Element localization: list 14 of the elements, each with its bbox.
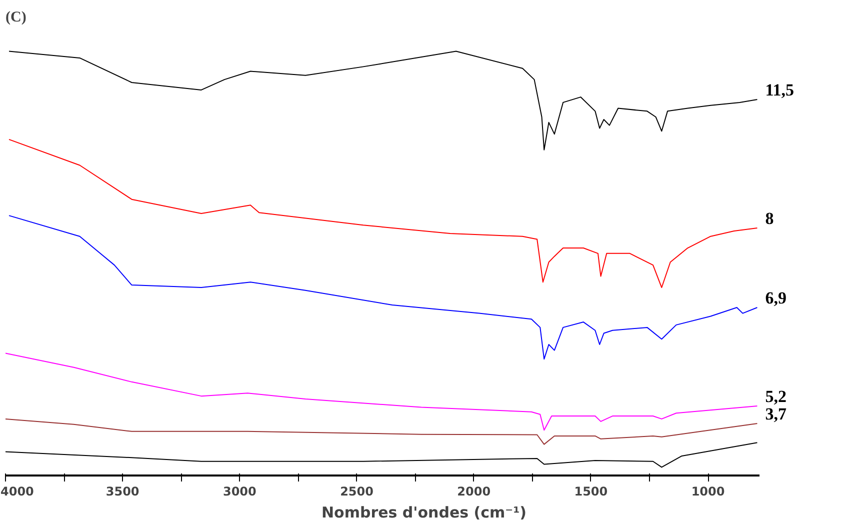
series-label: 8 — [765, 209, 774, 228]
chart-title: (C) — [6, 10, 26, 26]
x-tick-label: 4000 — [0, 484, 34, 498]
x-tick-label: 2000 — [457, 484, 491, 498]
x-tick-label: 3000 — [222, 484, 256, 498]
series-label: 6,9 — [765, 288, 786, 308]
series-label: 5,2 — [765, 387, 786, 406]
x-tick-label: 1500 — [574, 484, 608, 498]
x-tick-label: 1000 — [691, 484, 725, 498]
series-label: 11,5 — [765, 80, 794, 100]
x-axis-title: Nombres d'ondes (cm⁻¹) — [321, 504, 527, 522]
series-label: 3,7 — [765, 404, 787, 424]
x-tick-label: 3500 — [106, 484, 140, 498]
x-tick-label: 2500 — [340, 484, 374, 498]
